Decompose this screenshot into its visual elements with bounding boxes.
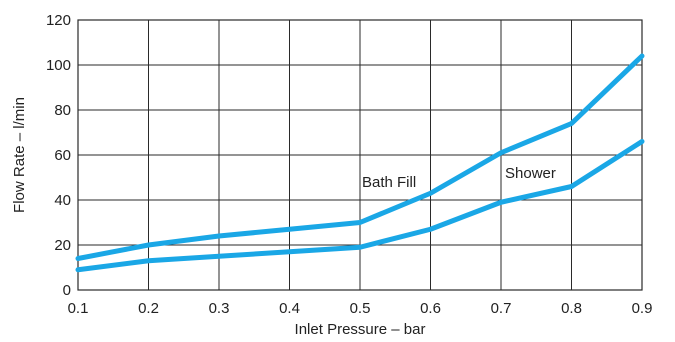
- series-label-shower: Shower: [505, 165, 556, 182]
- y-tick-label: 20: [54, 237, 71, 254]
- x-tick-label: 0.2: [138, 300, 159, 317]
- series-labels: Bath Fill Shower: [362, 165, 556, 191]
- x-tick-label: 0.1: [68, 300, 89, 317]
- x-tick-label: 0.4: [279, 300, 300, 317]
- y-axis-label: Flow Rate – l/min: [11, 97, 28, 213]
- y-tick-label: 60: [54, 147, 71, 164]
- series-line-bath-fill: [75, 53, 645, 261]
- y-tick-label: 120: [46, 12, 71, 29]
- plot-frame: [77, 19, 643, 291]
- y-tick-label: 0: [63, 282, 71, 299]
- x-tick-label: 0.8: [561, 300, 582, 317]
- x-axis-label: Inlet Pressure – bar: [295, 321, 426, 338]
- x-tick-label: 0.3: [209, 300, 230, 317]
- y-tick-label: 100: [46, 57, 71, 74]
- x-tick-label: 0.5: [350, 300, 371, 317]
- series-line-shower: [75, 139, 645, 273]
- series-lines: [75, 53, 645, 273]
- x-tick-label: 0.6: [420, 300, 441, 317]
- y-tick-labels: 0 20 40 60 80 100 120: [46, 12, 71, 299]
- x-tick-label: 0.7: [491, 300, 512, 317]
- y-tick-label: 80: [54, 102, 71, 119]
- y-tick-label: 40: [54, 192, 71, 209]
- x-tick-label: 0.9: [632, 300, 653, 317]
- series-label-bath-fill: Bath Fill: [362, 174, 416, 191]
- x-tick-labels: 0.1 0.2 0.3 0.4 0.5 0.6 0.7 0.8 0.9: [68, 300, 653, 317]
